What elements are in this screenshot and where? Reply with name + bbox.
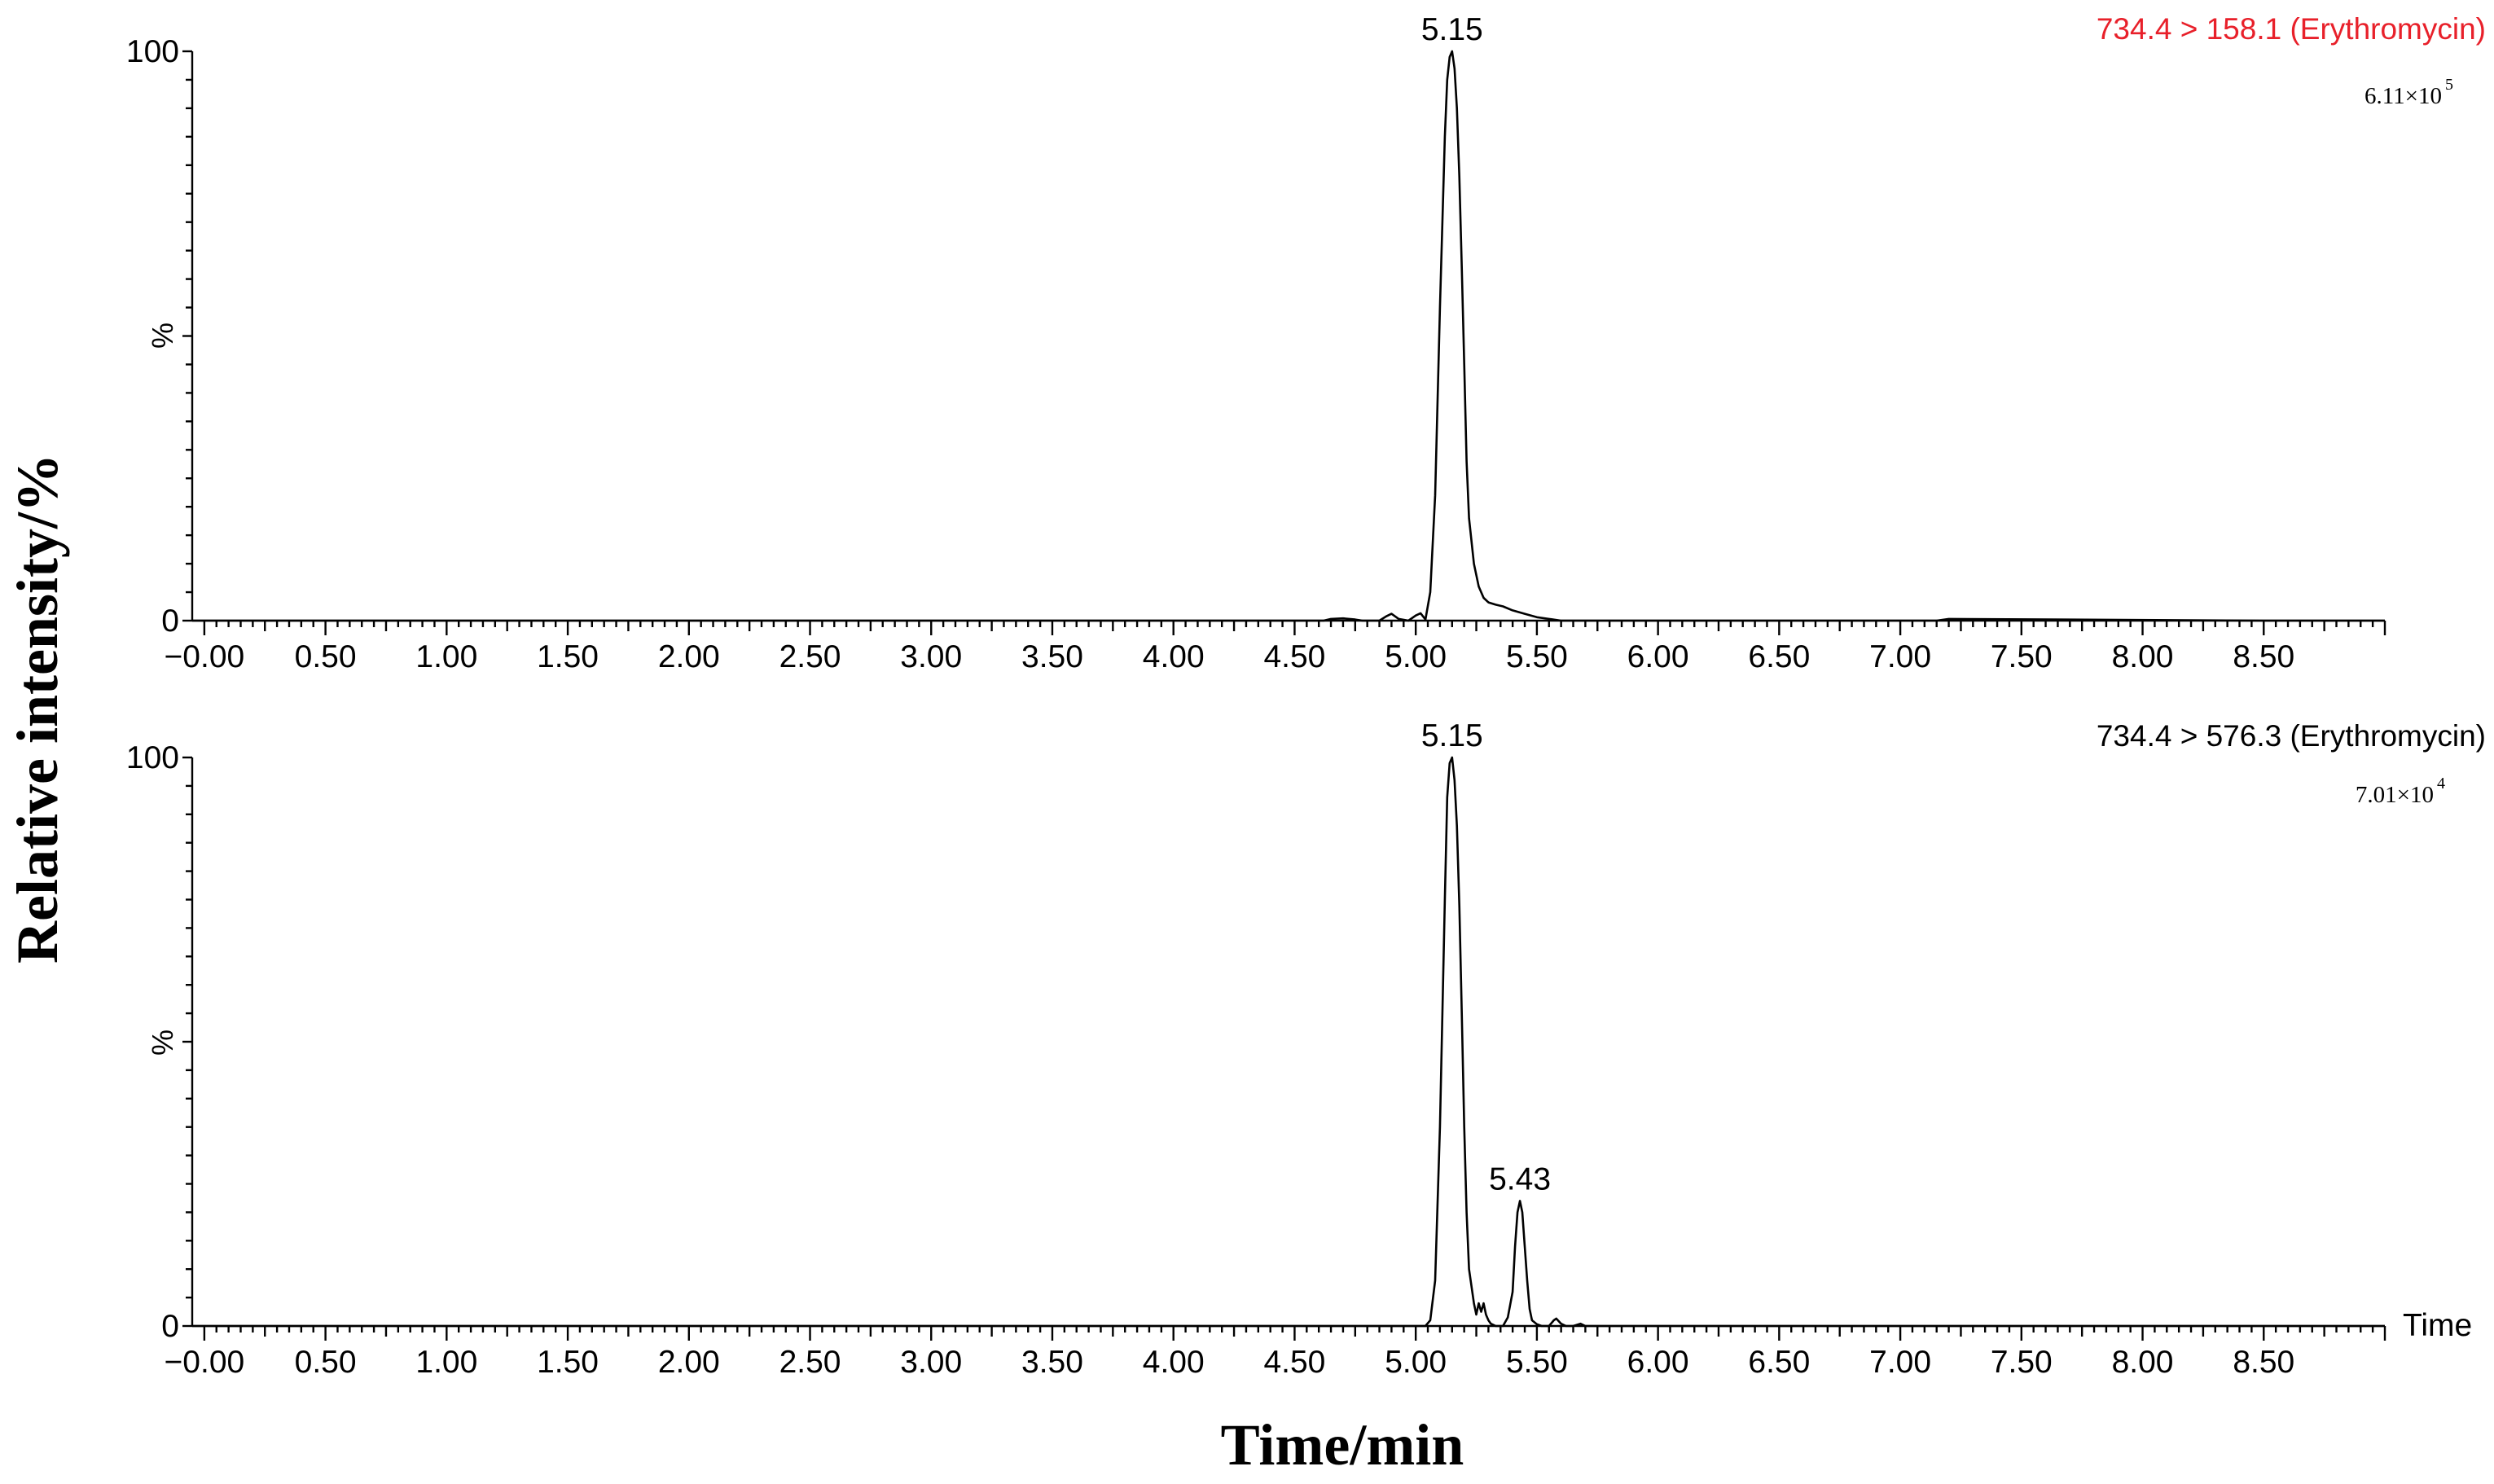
x-tick-label: 3.00	[900, 1345, 962, 1380]
x-tick-label: 8.00	[2112, 639, 2174, 674]
x-tick-label: 7.00	[1869, 639, 1931, 674]
y-mid-label: %	[146, 323, 179, 349]
x-tick-label: 8.50	[2233, 1345, 2294, 1380]
x-tick-label: 4.00	[1143, 639, 1205, 674]
x-unit-label: Time	[2403, 1308, 2472, 1343]
x-tick-label: 6.50	[1748, 639, 1810, 674]
x-tick-label: 7.50	[1991, 639, 2053, 674]
intensity-scale-base: 6.11×10	[2364, 83, 2442, 109]
y-tick-label: 100	[126, 34, 179, 69]
x-tick-label: 5.50	[1506, 1345, 1568, 1380]
chromatogram-trace	[192, 756, 2385, 1328]
x-tick-label: 6.50	[1748, 1345, 1810, 1380]
x-tick-label: −0.00	[165, 1345, 245, 1380]
x-tick-label: 2.00	[658, 639, 720, 674]
x-tick-label: 7.00	[1869, 1345, 1931, 1380]
trace-title: 734.4 > 158.1 (Erythromycin)	[2097, 12, 2486, 46]
x-tick-label: 6.00	[1627, 1345, 1689, 1380]
peak-label: 5.43	[1489, 1161, 1551, 1196]
x-tick-label: 4.50	[1263, 1345, 1325, 1380]
y-tick-label: 0	[161, 604, 179, 639]
x-tick-label: 5.50	[1506, 639, 1568, 674]
intensity-scale-exponent: 5	[2445, 76, 2453, 94]
y-axis-title: Relative intensity/%	[5, 454, 70, 964]
x-tick-label: 0.50	[295, 1345, 357, 1380]
trace-title: 734.4 > 576.3 (Erythromycin)	[2097, 719, 2486, 753]
chromatogram-panel-top: 734.4 > 158.1 (Erythromycin) 6.11×10 5 %…	[126, 12, 2486, 674]
x-tick-label: 8.00	[2112, 1345, 2174, 1380]
x-tick-label: 3.50	[1021, 639, 1083, 674]
x-tick-label: 2.00	[658, 1345, 720, 1380]
x-tick-label: 2.50	[779, 1345, 841, 1380]
intensity-scale: 6.11×10	[2364, 83, 2442, 109]
x-tick-label: 4.00	[1143, 1345, 1205, 1380]
x-tick-label: 5.00	[1385, 1345, 1447, 1380]
intensity-scale-base: 7.01×10	[2356, 782, 2434, 808]
y-tick-label: 0	[161, 1309, 179, 1344]
chromatogram-panel-bottom: 734.4 > 576.3 (Erythromycin) 7.01×10 4 %…	[126, 718, 2486, 1380]
y-tick-label: 100	[126, 740, 179, 775]
x-tick-label: 7.50	[1991, 1345, 2053, 1380]
peak-label: 5.15	[1421, 718, 1483, 753]
y-mid-label: %	[146, 1030, 179, 1056]
x-tick-label: 5.00	[1385, 639, 1447, 674]
x-tick-label: −0.00	[165, 639, 245, 674]
x-tick-label: 2.50	[779, 639, 841, 674]
x-tick-label: 1.50	[537, 639, 599, 674]
x-tick-label: 8.50	[2233, 639, 2294, 674]
intensity-scale: 7.01×10	[2356, 782, 2434, 808]
chromatogram-trace	[192, 50, 2385, 622]
x-tick-label: 3.00	[900, 639, 962, 674]
x-axis-title: Time/min	[1221, 1412, 1464, 1477]
x-tick-label: 1.00	[415, 639, 477, 674]
x-tick-label: 3.50	[1021, 1345, 1083, 1380]
peak-label: 5.15	[1421, 12, 1483, 47]
intensity-scale-exponent: 4	[2437, 775, 2445, 792]
x-tick-label: 4.50	[1263, 639, 1325, 674]
x-tick-label: 1.00	[415, 1345, 477, 1380]
x-tick-label: 1.50	[537, 1345, 599, 1380]
x-tick-label: 0.50	[295, 639, 357, 674]
x-tick-label: 6.00	[1627, 639, 1689, 674]
